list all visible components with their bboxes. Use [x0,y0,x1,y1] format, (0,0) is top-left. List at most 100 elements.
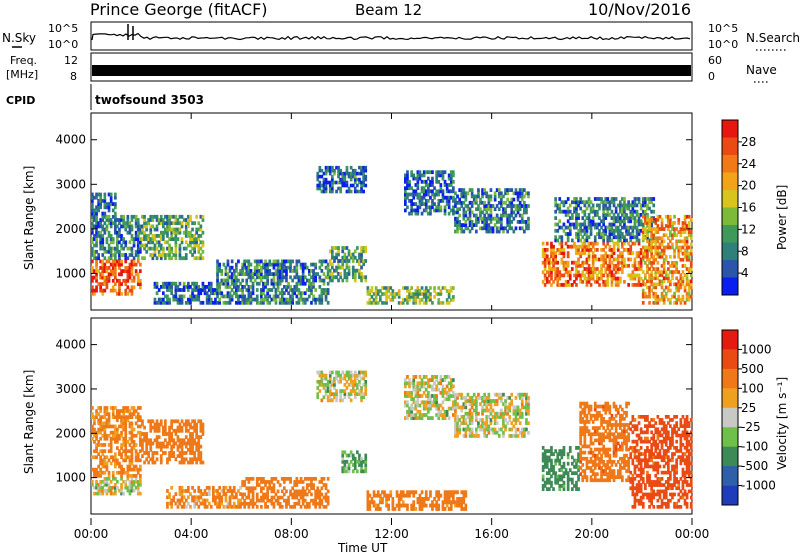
heatmap-cell [257,272,261,276]
heatmap-cell [268,294,272,299]
heatmap-cell [151,246,155,251]
heatmap-cell [220,272,224,276]
heatmap-cell [145,224,148,229]
heatmap-cell [103,246,107,251]
heatmap-cell [652,203,656,208]
heatmap-cell [422,208,426,213]
heatmap-cell [116,249,119,254]
heatmap-cell [128,272,132,277]
heatmap-cell [669,214,672,219]
heatmap-cell [343,268,347,273]
station-title: Prince George (fitACF) [90,0,268,19]
heatmap-cell [347,249,351,254]
heatmap-cell [437,503,441,508]
heatmap-cell [387,507,390,511]
heatmap-cell [266,291,269,296]
heatmap-cell [374,286,378,290]
heatmap-cell [224,300,228,305]
heatmap-cell [166,294,169,299]
heatmap-cell [145,227,148,232]
heatmap-cell [193,221,196,226]
heatmap-cell [91,240,94,245]
heatmap-cell [285,269,288,273]
heatmap-cell [155,451,159,455]
heatmap-cell [257,281,261,286]
heatmap-cell [364,275,368,280]
heatmap-cell [420,202,424,206]
heatmap-cell [449,183,453,187]
heatmap-cell [406,192,409,197]
heatmap-cell [260,259,263,264]
heatmap-cell [207,485,211,490]
heatmap-cell [120,291,123,296]
heatmap-cell [143,218,146,222]
heatmap-cell [164,281,167,286]
heatmap-cell [362,189,365,194]
heatmap-cell [406,195,409,200]
heatmap-cell [166,224,169,229]
heatmap-cell [416,211,420,216]
heatmap-cell [111,269,115,273]
heatmap-cell [95,195,98,200]
heatmap-cell [201,281,205,286]
heatmap-cell [174,256,178,261]
heatmap-cell [103,202,107,206]
heatmap-cell [180,300,184,305]
heatmap-cell [168,285,171,289]
heatmap-cell [427,295,430,299]
heatmap-cell [91,214,94,219]
heatmap-cell [326,288,330,292]
heatmap-cell [243,297,246,302]
heatmap-cell [416,286,420,290]
heatmap-cell [118,230,121,235]
heatmap-cell [153,285,157,289]
heatmap-cell [412,202,416,206]
heatmap-cell [116,480,119,484]
heatmap-cell [274,269,278,273]
heatmap-cell [107,208,111,213]
heatmap-cell [418,195,422,200]
heatmap-cell [141,227,144,232]
heatmap-cell [141,237,144,241]
heatmap-cell [287,291,290,296]
heatmap-cell [331,255,334,260]
heatmap-cell [191,291,194,296]
heatmap-cell [562,248,566,252]
heatmap-cell [266,294,269,299]
heatmap-cell [178,227,182,232]
heatmap-cell [303,300,307,305]
heatmap-cell [205,285,209,289]
heatmap-cell [351,171,355,176]
heatmap-cell [241,285,244,289]
freq-unit-label: [MHz] [6,68,38,81]
heatmap-cell [241,269,244,273]
heatmap-cell [383,301,386,305]
heatmap-cell [99,221,102,226]
heatmap-cell [431,202,434,206]
heatmap-cell [182,294,186,299]
heatmap-cell [264,272,267,276]
heatmap-cell [324,186,328,191]
heatmap-cell [276,489,280,494]
heatmap-cell [318,168,322,173]
heatmap-cell [145,432,148,436]
heatmap-cell [477,188,480,192]
heatmap-cell [464,503,468,508]
heatmap-cell [439,173,443,178]
heatmap-cell [91,406,94,410]
heatmap-cell [170,288,173,292]
heatmap-cell [134,230,138,235]
heatmap-cell [232,291,236,296]
heatmap-cell [191,288,194,292]
heatmap-cell [235,262,238,267]
heatmap-cell [136,218,140,222]
heatmap-cell [109,218,113,222]
heatmap-cell [591,203,595,208]
heatmap-cell [243,294,246,299]
heatmap-cell [162,218,165,222]
heatmap-cell [201,214,205,219]
heatmap-cell [95,272,98,277]
heatmap-cell [464,507,468,511]
heatmap-cell [385,289,388,293]
